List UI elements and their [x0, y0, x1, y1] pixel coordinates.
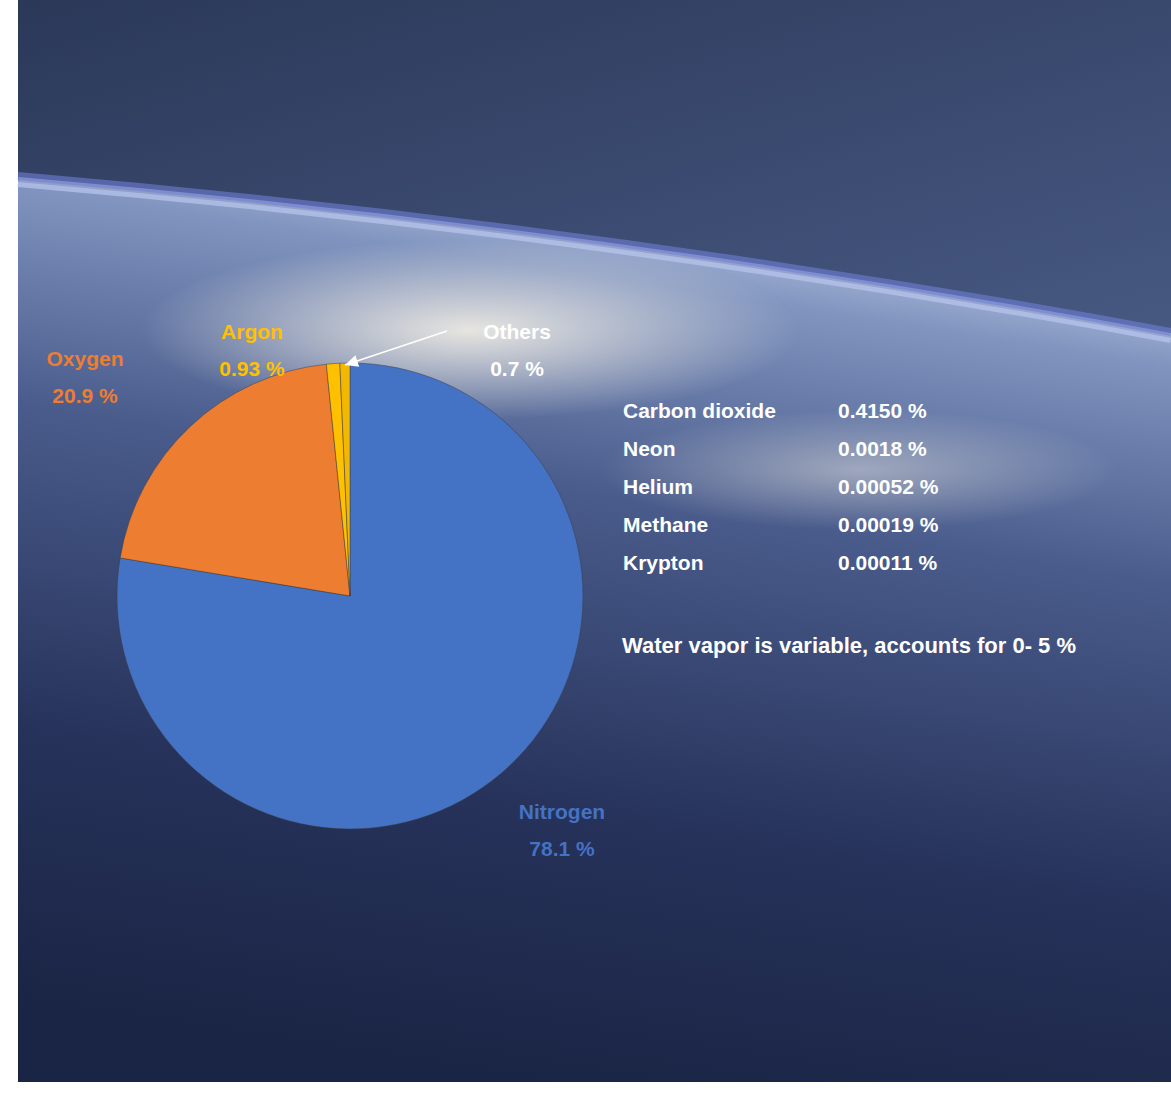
background-earth [18, 182, 1171, 1082]
breakdown-name: Neon [623, 437, 676, 460]
leader-line [345, 331, 447, 365]
pie [117, 363, 583, 829]
breakdown-value: 0.00052 % [838, 475, 939, 498]
breakdown-name: Methane [623, 513, 708, 536]
background-space [18, 0, 1171, 1082]
slice-name: Nitrogen [519, 800, 605, 823]
breakdown-name: Helium [623, 475, 693, 498]
breakdown-name: Carbon dioxide [623, 399, 776, 422]
slice-value: 0.93 % [219, 357, 285, 380]
others-breakdown: Carbon dioxide 0.4150 % Neon 0.0018 % Helium… [623, 399, 939, 574]
slice-name: Oxygen [46, 347, 123, 370]
slice-value: 0.7 % [490, 357, 544, 380]
pie-slice [340, 363, 350, 596]
slice-labels: Nitrogen 78.1 % Oxygen 20.9 % Argon 0.93 % Oth… [46, 320, 605, 860]
slice-name: Argon [221, 320, 283, 343]
leader-arrowhead [345, 355, 359, 366]
breakdown-value: 0.00011 % [838, 551, 938, 574]
breakdown-value: 0.0018 % [838, 437, 927, 460]
breakdown-value: 0.4150 % [838, 399, 927, 422]
pie-slice [326, 363, 350, 596]
background-clouds [600, 410, 1120, 530]
slice-value: 20.9 % [52, 384, 118, 407]
stage: Nitrogen 78.1 % Oxygen 20.9 % Argon 0.93 % Oth… [0, 0, 1171, 1097]
slice-name: Others [483, 320, 551, 343]
annotation: Water vapor is variable, accounts for 0-… [622, 627, 1167, 665]
pie-slice [120, 364, 350, 596]
breakdown-value: 0.00019 % [838, 513, 939, 536]
pie-slice [117, 363, 583, 829]
breakdown-name: Krypton [623, 551, 704, 574]
slice-value: 78.1 % [529, 837, 595, 860]
